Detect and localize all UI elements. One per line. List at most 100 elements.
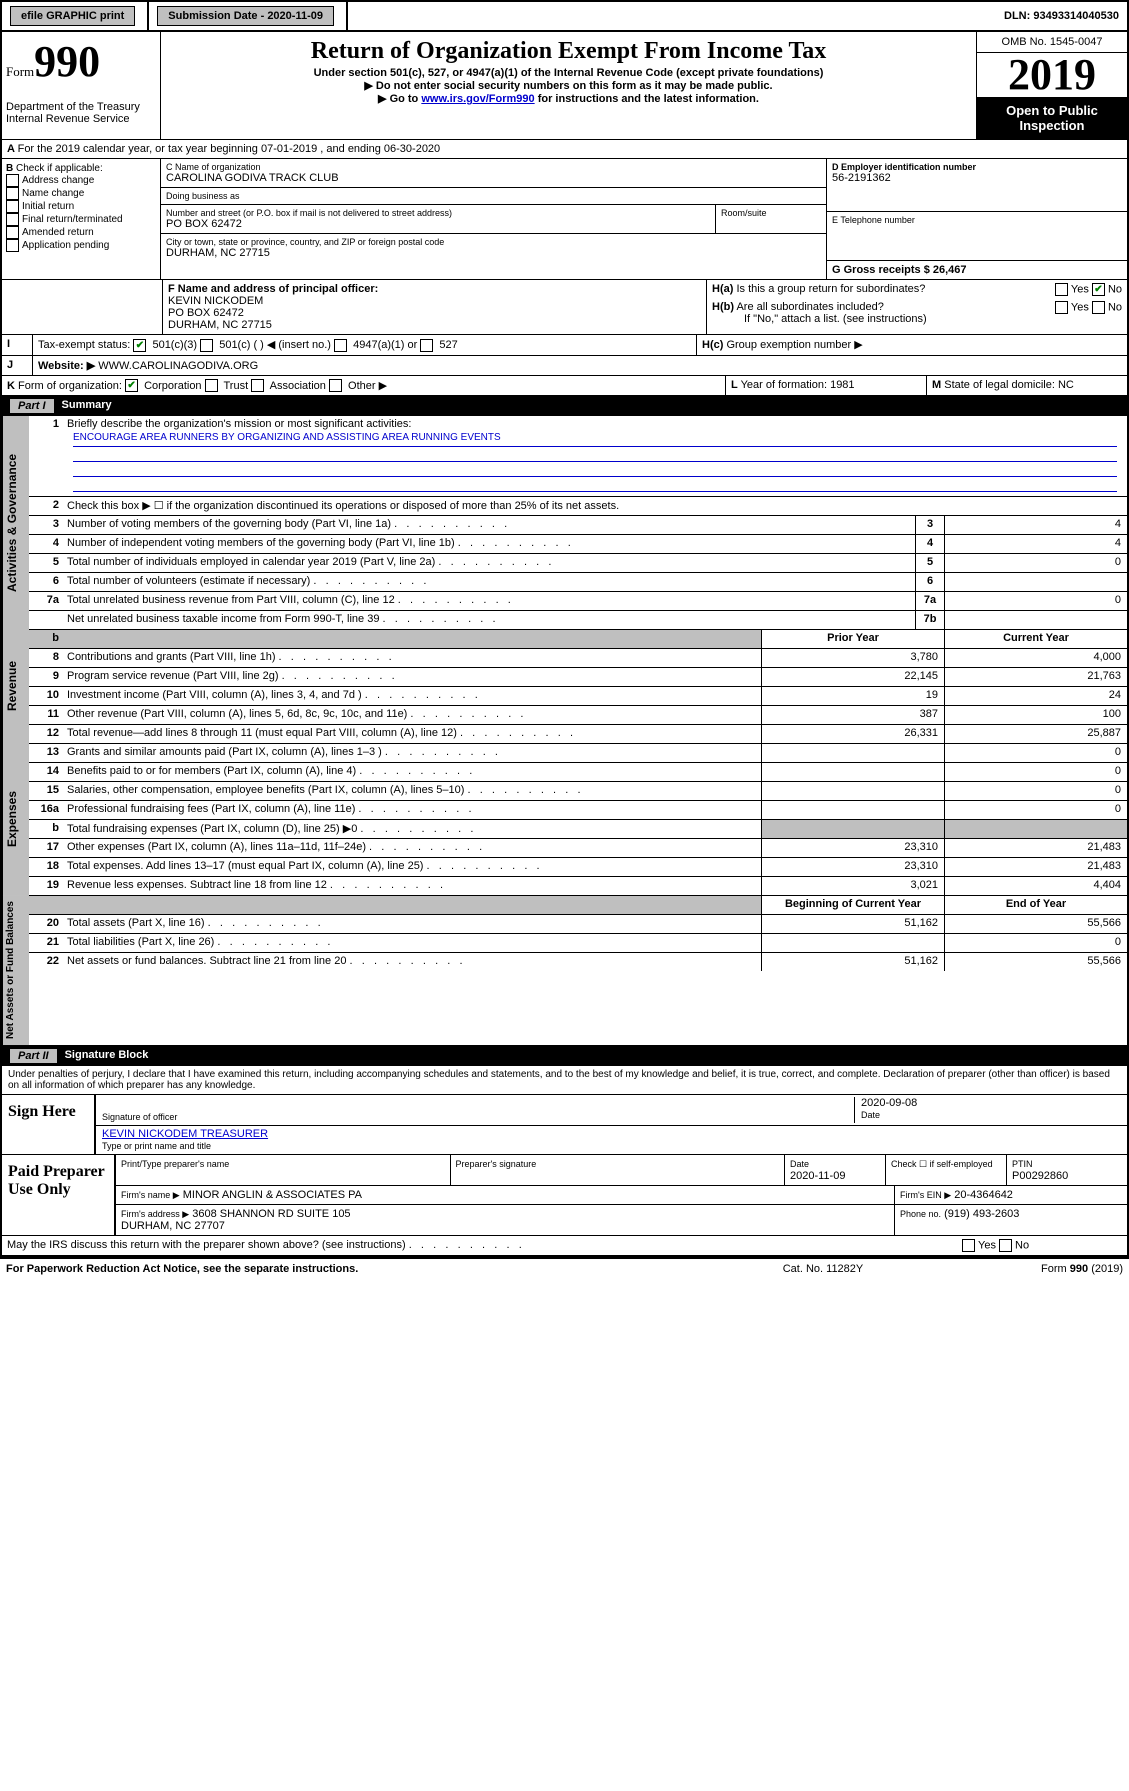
form-body: Form990 Department of the Treasury Inter… xyxy=(0,32,1129,1257)
mission-blank-1 xyxy=(73,447,1117,462)
table-row: 11Other revenue (Part VIII, column (A), … xyxy=(29,705,1127,724)
officer-addr2: DURHAM, NC 27715 xyxy=(168,319,272,331)
mission-blank-3 xyxy=(73,477,1117,492)
i-501c[interactable] xyxy=(200,339,213,352)
discuss-yes[interactable] xyxy=(962,1239,975,1252)
sig-date-label: Date xyxy=(861,1110,880,1120)
netassets-block: Net Assets or Fund Balances Beginning of… xyxy=(2,895,1127,1045)
i-row: I Tax-exempt status: 501(c)(3) 501(c) ( … xyxy=(2,334,1127,355)
k-corp[interactable] xyxy=(125,379,138,392)
table-row: 16aProfessional fundraising fees (Part I… xyxy=(29,800,1127,819)
check-initial[interactable] xyxy=(6,200,19,213)
f-spacer xyxy=(2,280,163,334)
phone-cell: E Telephone number xyxy=(827,212,1127,261)
submission-date: Submission Date - 2020-11-09 xyxy=(149,2,348,30)
dba-label: Doing business as xyxy=(166,191,821,201)
expenses-body: 13Grants and similar amounts paid (Part … xyxy=(29,743,1127,895)
table-row: 21Total liabilities (Part X, line 26)0 xyxy=(29,933,1127,952)
table-row: 5Total number of individuals employed in… xyxy=(29,553,1127,572)
h-cell: H(a) Is this a group return for subordin… xyxy=(707,280,1127,334)
table-row: 12Total revenue—add lines 8 through 11 (… xyxy=(29,724,1127,743)
dln-label: DLN: 93493314040530 xyxy=(996,2,1127,30)
officer-name: KEVIN NICKODEM xyxy=(168,295,263,307)
hb-yes[interactable] xyxy=(1055,301,1068,314)
revenue-body: b Prior Year Current Year 8Contributions… xyxy=(29,629,1127,743)
efile-button[interactable]: efile GRAPHIC print xyxy=(10,6,135,26)
discuss-yn: Yes No xyxy=(957,1236,1127,1255)
ha-no[interactable] xyxy=(1092,283,1105,296)
footer-right: Form 990 (2019) xyxy=(923,1263,1123,1275)
i-4947[interactable] xyxy=(334,339,347,352)
street-cell: Number and street (or P.O. box if mail i… xyxy=(161,205,826,234)
table-row: 9Program service revenue (Part VIII, lin… xyxy=(29,667,1127,686)
form-prefix: Form xyxy=(6,64,34,79)
ha-yes[interactable] xyxy=(1055,283,1068,296)
i-opt-1: 501(c) ( ) ◀ (insert no.) xyxy=(219,339,331,351)
check-name[interactable] xyxy=(6,187,19,200)
k-other[interactable] xyxy=(329,379,342,392)
hc-label: Group exemption number ▶ xyxy=(726,339,862,351)
k-opt-2: Association xyxy=(270,380,326,392)
line2-desc: Check this box ▶ ☐ if the organization d… xyxy=(63,497,1127,515)
k-trust[interactable] xyxy=(205,379,218,392)
form990-link[interactable]: www.irs.gov/Form990 xyxy=(421,93,534,105)
revenue-block: Revenue b Prior Year Current Year 8Contr… xyxy=(2,629,1127,743)
line1-num: 1 xyxy=(29,416,63,496)
city-value: DURHAM, NC 27715 xyxy=(166,247,821,259)
rev-head-desc xyxy=(63,630,761,648)
prep-date-label: Date xyxy=(790,1159,809,1169)
i-cell: Tax-exempt status: 501(c)(3) 501(c) ( ) … xyxy=(33,335,697,355)
part-i-header: Part I Summary xyxy=(2,395,1127,416)
c-name-label: C Name of organization xyxy=(166,162,821,172)
f-cell: F Name and address of principal officer:… xyxy=(163,280,707,334)
part-ii-title: Signature Block xyxy=(65,1049,149,1063)
k-cell: K Form of organization: Corporation Trus… xyxy=(2,376,726,396)
check-amended[interactable] xyxy=(6,226,19,239)
sig-line-1: Signature of officer 2020-09-08Date xyxy=(96,1095,1127,1126)
submission-button[interactable]: Submission Date - 2020-11-09 xyxy=(157,6,334,26)
k-assoc[interactable] xyxy=(251,379,264,392)
na-head-row: Beginning of Current Year End of Year xyxy=(29,895,1127,914)
d-label: D Employer identification number xyxy=(832,162,976,172)
na-head-desc xyxy=(63,896,761,914)
b-opt-1: Name change xyxy=(22,188,84,199)
firm-name: MINOR ANGLIN & ASSOCIATES PA xyxy=(183,1189,362,1201)
i-opt-2: 4947(a)(1) or xyxy=(353,339,417,351)
table-row: 6Total number of volunteers (estimate if… xyxy=(29,572,1127,591)
officer-name-link[interactable]: KEVIN NICKODEM TREASURER xyxy=(102,1128,268,1140)
i-501c3[interactable] xyxy=(133,339,146,352)
hb-note: If "No," attach a list. (see instruction… xyxy=(712,313,927,325)
mission-text: ENCOURAGE AREA RUNNERS BY ORGANIZING AND… xyxy=(73,432,1117,447)
discuss-row: May the IRS discuss this return with the… xyxy=(2,1235,1127,1255)
paid-prep-body: Print/Type preparer's name Preparer's si… xyxy=(114,1155,1127,1235)
note2-post: for instructions and the latest informat… xyxy=(535,93,759,105)
open-public-badge: Open to Public Inspection xyxy=(977,97,1127,139)
header-center: Return of Organization Exempt From Incom… xyxy=(161,32,976,139)
org-name: CAROLINA GODIVA TRACK CLUB xyxy=(166,172,821,184)
check-final[interactable] xyxy=(6,213,19,226)
discuss-no[interactable] xyxy=(999,1239,1012,1252)
part-ii-header: Part II Signature Block xyxy=(2,1045,1127,1066)
check-pending[interactable] xyxy=(6,239,19,252)
table-row: 3Number of voting members of the governi… xyxy=(29,515,1127,534)
e-label: E Telephone number xyxy=(832,215,1122,225)
paid-prep-label: Paid Preparer Use Only xyxy=(2,1155,114,1235)
footer-left: For Paperwork Reduction Act Notice, see … xyxy=(6,1263,723,1275)
ha-row: H(a) Is this a group return for subordin… xyxy=(707,280,1127,298)
vert-governance: Activities & Governance xyxy=(2,416,29,629)
officer-row: F Name and address of principal officer:… xyxy=(2,279,1127,334)
form-title: Return of Organization Exempt From Incom… xyxy=(165,38,972,65)
org-name-cell: C Name of organization CAROLINA GODIVA T… xyxy=(161,159,826,188)
efile-label: efile GRAPHIC print xyxy=(2,2,149,30)
hb-no[interactable] xyxy=(1092,301,1105,314)
ha-label: Is this a group return for subordinates? xyxy=(736,283,925,295)
k-opt-3: Other ▶ xyxy=(348,380,387,392)
check-address[interactable] xyxy=(6,174,19,187)
officer-addr1: PO BOX 62472 xyxy=(168,307,244,319)
k-opt-1: Trust xyxy=(223,380,248,392)
phone-value: (919) 493-2603 xyxy=(944,1208,1019,1220)
firm-addr-label: Firm's address ▶ xyxy=(121,1209,189,1219)
col-CD: C Name of organization CAROLINA GODIVA T… xyxy=(161,159,826,279)
note2-pre: Go to xyxy=(390,93,422,105)
i-527[interactable] xyxy=(420,339,433,352)
